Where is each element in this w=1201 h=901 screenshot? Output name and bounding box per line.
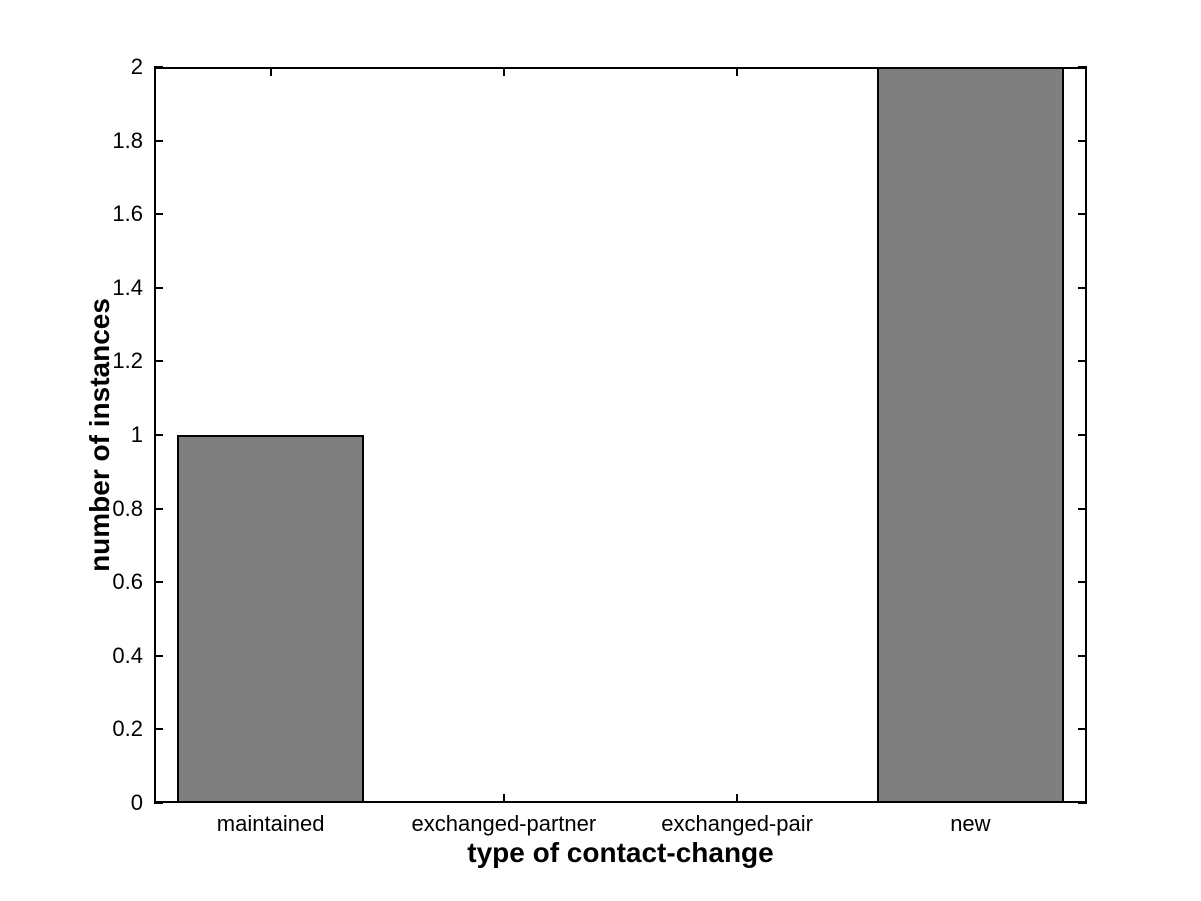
y-tick-left [154, 434, 163, 436]
y-tick-left [154, 140, 163, 142]
y-tick-left [154, 360, 163, 362]
bar-maintained [177, 435, 364, 803]
y-tick-label: 0.4 [112, 643, 143, 668]
y-tick-right [1078, 728, 1087, 730]
bar-new [877, 67, 1064, 803]
y-tick-right [1078, 802, 1087, 804]
x-tick-top [269, 67, 272, 76]
y-tick-right [1078, 360, 1087, 362]
x-axis-label: type of contact-change [467, 837, 774, 868]
y-tick-right [1078, 213, 1087, 215]
y-tick-label: 1.2 [112, 348, 143, 373]
x-tick-label: exchanged-partner [411, 811, 597, 836]
y-tick-left [154, 66, 163, 68]
x-tick-label: exchanged-pair [661, 811, 813, 836]
y-tick-right [1078, 66, 1087, 68]
x-tick-top [502, 67, 505, 76]
y-tick-label: 1.4 [112, 275, 143, 300]
y-tick-left [154, 802, 163, 804]
y-tick-right [1078, 287, 1087, 289]
x-tick-bottom [502, 794, 505, 803]
y-tick-left [154, 508, 163, 510]
y-tick-label: 0 [130, 790, 143, 815]
y-tick-left [154, 213, 163, 215]
y-tick-right [1078, 434, 1087, 436]
y-tick-label: 1.6 [112, 201, 143, 226]
y-tick-right [1078, 508, 1087, 510]
y-tick-label: 0.6 [112, 569, 143, 594]
y-tick-right [1078, 581, 1087, 583]
y-tick-left [154, 655, 163, 657]
y-tick-left [154, 581, 163, 583]
y-tick-left [154, 728, 163, 730]
y-tick-left [154, 287, 163, 289]
y-tick-label: 0.8 [112, 496, 143, 521]
x-tick-top [736, 67, 739, 76]
y-tick-right [1078, 140, 1087, 142]
x-tick-label: new [950, 811, 991, 836]
y-tick-label: 1 [130, 422, 143, 447]
y-tick-label: 0.2 [112, 716, 143, 741]
y-tick-label: 2 [130, 54, 143, 79]
x-tick-bottom [736, 794, 739, 803]
x-tick-label: maintained [216, 811, 325, 836]
y-tick-label: 1.8 [112, 128, 143, 153]
y-tick-right [1078, 655, 1087, 657]
